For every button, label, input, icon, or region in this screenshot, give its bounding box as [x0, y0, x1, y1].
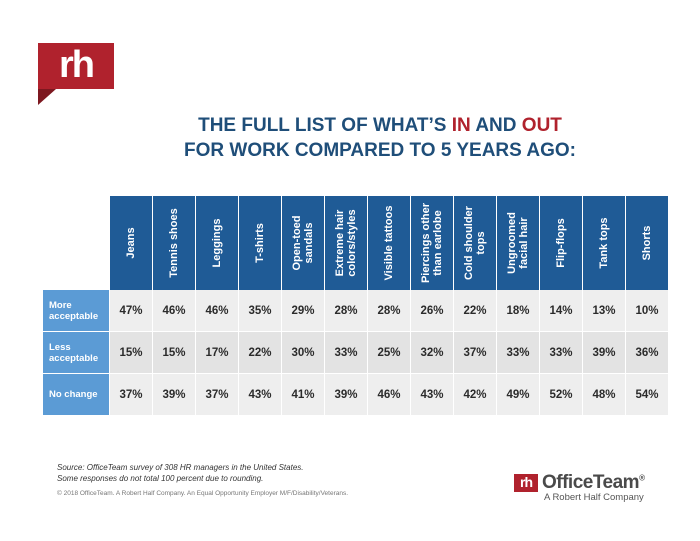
table-cell: 39% [582, 332, 625, 374]
attire-table: Jeans Tennis shoes Leggings T-shirts Ope… [43, 196, 668, 416]
title-in: IN [451, 115, 471, 136]
table-cell: 22% [453, 290, 496, 332]
table-cell: 39% [152, 374, 195, 416]
col-head-cold-shoulder-tops: Cold shoulder tops [453, 196, 496, 290]
title-and: AND [470, 115, 522, 136]
row-label: No change [43, 374, 109, 416]
table-cell: 10% [625, 290, 668, 332]
col-label: Shorts [641, 225, 653, 261]
logo-tail [38, 89, 56, 105]
table-cell: 13% [582, 290, 625, 332]
officeteam-name: OfficeTeam® [542, 472, 645, 494]
table-cell: 26% [410, 290, 453, 332]
table-cell: 18% [496, 290, 539, 332]
table-cell: 29% [281, 290, 324, 332]
brand-name: OfficeTeam [542, 472, 640, 493]
table-cell: 37% [453, 332, 496, 374]
table-cell: 49% [496, 374, 539, 416]
col-head-piercings: Piercings other than earlobe [410, 196, 453, 290]
col-head-tank-tops: Tank tops [582, 196, 625, 290]
table-cell: 39% [324, 374, 367, 416]
table-cell: 48% [582, 374, 625, 416]
table-cell: 36% [625, 332, 668, 374]
page-title: THE FULL LIST OF WHAT’S IN AND OUT FOR W… [100, 113, 660, 163]
copyright-text: © 2018 OfficeTeam. A Robert Half Company… [57, 490, 349, 497]
col-head-visible-tattoos: Visible tattoos [367, 196, 410, 290]
source-line-2: Some responses do not total 100 percent … [57, 474, 264, 483]
table-corner [43, 196, 109, 290]
table-cell: 28% [367, 290, 410, 332]
col-label: Visible tattoos [383, 205, 395, 281]
table-cell: 30% [281, 332, 324, 374]
table-cell: 43% [238, 374, 281, 416]
col-label: Tank tops [598, 217, 610, 269]
rh-logo: rh [38, 43, 114, 105]
table-cell: 25% [367, 332, 410, 374]
col-label: Jeans [125, 227, 137, 259]
table-cell: 14% [539, 290, 582, 332]
table-cell: 22% [238, 332, 281, 374]
table-cell: 37% [195, 374, 238, 416]
title-line-2: FOR WORK COMPARED TO 5 YEARS AGO: [184, 140, 576, 161]
table-cell: 33% [539, 332, 582, 374]
table-cell: 35% [238, 290, 281, 332]
table-cell: 46% [195, 290, 238, 332]
title-line-1: THE FULL LIST OF WHAT’S IN AND OUT [100, 113, 660, 138]
table-cell: 46% [367, 374, 410, 416]
table-cell: 15% [109, 332, 152, 374]
source-line-1: Source: OfficeTeam survey of 308 HR mana… [57, 463, 304, 472]
table-cell: 32% [410, 332, 453, 374]
col-head-flip-flops: Flip-flops [539, 196, 582, 290]
brand-reg: ® [639, 473, 645, 483]
source-note: Source: OfficeTeam survey of 308 HR mana… [57, 462, 304, 484]
col-head-ungroomed-facial-hair: Ungroomed facial hair [496, 196, 539, 290]
table-cell: 46% [152, 290, 195, 332]
table-row: No change 37% 39% 37% 43% 41% 39% 46% 43… [43, 374, 668, 416]
table-cell: 28% [324, 290, 367, 332]
col-head-extreme-hair: Extreme hair colors/styles [324, 196, 367, 290]
col-label: Ungroomed facial hair [506, 212, 530, 274]
table-cell: 52% [539, 374, 582, 416]
table-cell: 37% [109, 374, 152, 416]
officeteam-subtitle: A Robert Half Company [544, 492, 644, 503]
col-label: T-shirts [254, 223, 266, 263]
table-cell: 54% [625, 374, 668, 416]
officeteam-mark: rh [514, 474, 538, 492]
col-head-shorts: Shorts [625, 196, 668, 290]
col-head-leggings: Leggings [195, 196, 238, 290]
col-head-t-shirts: T-shirts [238, 196, 281, 290]
officeteam-logo: rh OfficeTeam® A Robert Half Company [514, 472, 664, 503]
table-cell: 42% [453, 374, 496, 416]
row-label: More acceptable [43, 290, 109, 332]
title-part-1: THE FULL LIST OF WHAT’S [198, 115, 452, 136]
table-cell: 33% [324, 332, 367, 374]
col-label: Extreme hair colors/styles [334, 209, 358, 277]
col-label: Cold shoulder tops [463, 206, 487, 280]
col-label: Open-toed sandals [291, 215, 315, 271]
table-row: More acceptable 47% 46% 46% 35% 29% 28% … [43, 290, 668, 332]
title-out: OUT [521, 115, 562, 136]
col-head-open-toed-sandals: Open-toed sandals [281, 196, 324, 290]
table-cell: 33% [496, 332, 539, 374]
col-label: Leggings [211, 218, 223, 268]
col-label: Piercings other than earlobe [420, 202, 444, 284]
col-label: Tennis shoes [168, 208, 180, 278]
table-cell: 17% [195, 332, 238, 374]
header-row: Jeans Tennis shoes Leggings T-shirts Ope… [43, 196, 668, 290]
col-label: Flip-flops [555, 218, 567, 268]
table-row: Less acceptable 15% 15% 17% 22% 30% 33% … [43, 332, 668, 374]
row-label: Less acceptable [43, 332, 109, 374]
rh-logo-text: rh [59, 44, 95, 86]
table-cell: 43% [410, 374, 453, 416]
table-cell: 41% [281, 374, 324, 416]
col-head-tennis-shoes: Tennis shoes [152, 196, 195, 290]
col-head-jeans: Jeans [109, 196, 152, 290]
table-cell: 15% [152, 332, 195, 374]
table-cell: 47% [109, 290, 152, 332]
